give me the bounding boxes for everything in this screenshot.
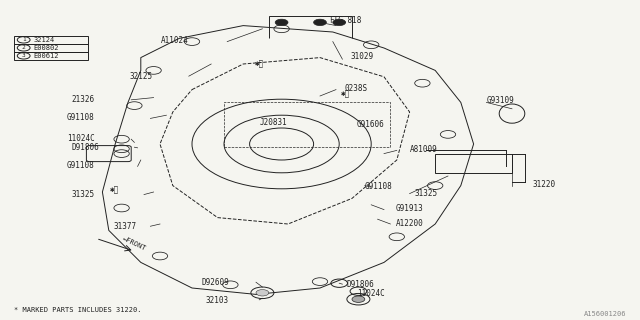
Text: 31220: 31220	[532, 180, 556, 189]
Bar	[14, 44, 88, 52]
Text: A81009: A81009	[410, 145, 437, 154]
Text: 31029: 31029	[351, 52, 374, 61]
Text: 0238S: 0238S	[344, 84, 367, 93]
Text: 31325: 31325	[72, 190, 95, 199]
Circle shape	[256, 290, 269, 296]
Text: G91108: G91108	[67, 113, 95, 122]
Text: 11024C: 11024C	[67, 134, 95, 143]
Text: ✱①: ✱①	[255, 60, 264, 68]
Text: G91913: G91913	[396, 204, 423, 213]
Text: D91806: D91806	[347, 280, 374, 289]
Text: * MARKED PARTS INCLUDES 31220.: * MARKED PARTS INCLUDES 31220.	[14, 308, 141, 313]
Text: J20831: J20831	[260, 118, 288, 127]
Circle shape	[275, 19, 288, 26]
Bar	[14, 52, 88, 60]
Text: 11024C: 11024C	[357, 289, 385, 298]
Text: E00612: E00612	[33, 53, 59, 59]
Bar	[14, 36, 88, 44]
Text: FIG.818: FIG.818	[330, 16, 362, 25]
Text: G91108: G91108	[365, 182, 392, 191]
Text: ←FRONT: ←FRONT	[122, 235, 147, 251]
Text: 32103: 32103	[206, 296, 229, 305]
Text: G91606: G91606	[357, 120, 385, 129]
Text: 32125: 32125	[129, 72, 152, 81]
Text: 31325: 31325	[415, 189, 438, 198]
Text: 31377: 31377	[114, 222, 137, 231]
Text: A12200: A12200	[396, 219, 423, 228]
Text: D91806: D91806	[72, 143, 99, 152]
Text: D92609: D92609	[202, 278, 229, 287]
Circle shape	[314, 19, 326, 26]
Text: 32124: 32124	[33, 37, 54, 43]
Text: G91108: G91108	[67, 161, 95, 170]
Text: 21326: 21326	[72, 95, 95, 104]
Text: A156001206: A156001206	[584, 311, 626, 316]
Text: ✱②: ✱②	[110, 185, 119, 194]
Text: 1: 1	[22, 37, 26, 42]
Text: E00802: E00802	[33, 45, 59, 51]
Text: ✱③: ✱③	[340, 90, 349, 99]
Text: 2: 2	[22, 45, 26, 50]
Circle shape	[352, 296, 365, 302]
Text: 3: 3	[22, 53, 26, 58]
Text: A11024: A11024	[161, 36, 189, 45]
Circle shape	[333, 19, 346, 26]
Text: G93109: G93109	[486, 96, 514, 105]
